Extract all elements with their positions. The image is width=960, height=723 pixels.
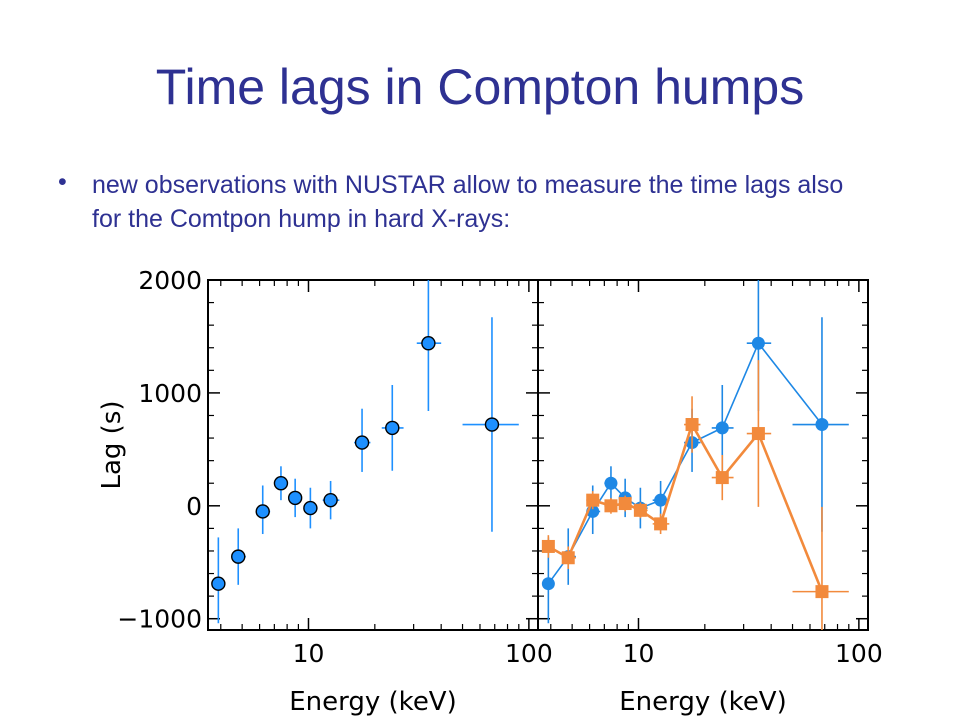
x-tick-label: 10: [293, 639, 325, 668]
data-point: [715, 471, 729, 485]
data-point: [815, 418, 829, 432]
x-axis-label: Energy (keV): [619, 687, 787, 717]
y-axis-label: Lag (s): [97, 400, 127, 489]
data-point: [287, 490, 303, 506]
data-point: [751, 336, 765, 350]
data-point: [421, 336, 436, 351]
data-point: [586, 493, 600, 507]
y-tick-label: 1000: [138, 379, 202, 408]
x-tick-label: 100: [835, 639, 883, 668]
data-point: [303, 500, 318, 516]
data-point: [654, 493, 668, 507]
data-point: [633, 503, 647, 517]
data-point: [484, 417, 500, 432]
panel-1-frame: [207, 279, 539, 631]
data-point: [561, 551, 575, 565]
x-axis-label: Energy (keV): [289, 687, 457, 717]
data-point: [354, 435, 370, 450]
data-point: [323, 492, 338, 508]
series-2-line: [547, 421, 824, 593]
data-point: [751, 427, 765, 441]
bullet-text: new observations with NUSTAR allow to me…: [92, 171, 844, 233]
data-point: [211, 576, 226, 591]
series-1-line: [547, 341, 823, 585]
data-point: [541, 577, 555, 591]
x-tick-label: 100: [505, 639, 553, 668]
data-point: [231, 549, 246, 564]
data-point: [255, 504, 270, 519]
data-point: [654, 517, 668, 531]
data-point: [618, 497, 632, 511]
y-tick-label: 0: [186, 492, 202, 521]
y-tick-label: −1000: [117, 605, 202, 634]
data-point: [715, 421, 729, 435]
data-point: [815, 585, 829, 599]
bullet-dot-icon: •: [58, 168, 67, 196]
panel-2-frame: [537, 279, 869, 631]
data-point: [541, 539, 555, 553]
lag-energy-figure: 10 100 2000 1000 0 −1000 Energy (keV) Lag (s) 10…: [90, 266, 890, 723]
data-point: [604, 499, 618, 513]
y-tick-label: 2000: [138, 268, 202, 295]
data-point: [385, 420, 400, 436]
data-point: [685, 418, 699, 432]
slide-title: Time lags in Compton humps: [155, 59, 805, 115]
lag-energy-chart: 10 100 2000 1000 0 −1000 Energy (keV) Lag (s) 10…: [97, 266, 883, 717]
data-point: [604, 476, 618, 490]
data-point: [273, 476, 289, 491]
x-tick-label: 10: [623, 639, 655, 668]
